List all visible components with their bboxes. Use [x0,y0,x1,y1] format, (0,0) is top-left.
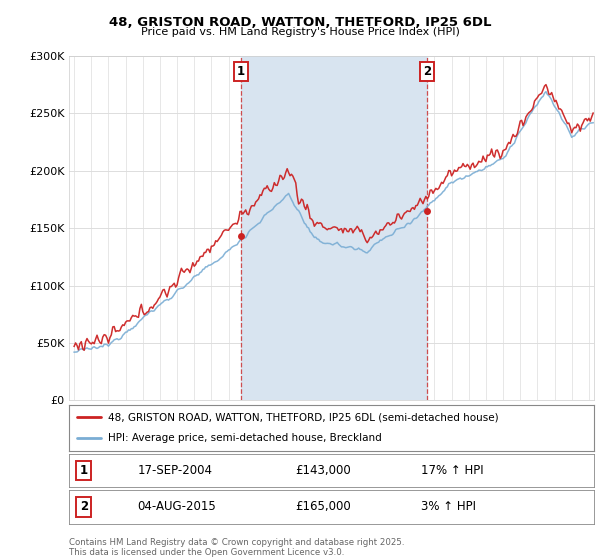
Text: 17% ↑ HPI: 17% ↑ HPI [421,464,484,477]
Text: Price paid vs. HM Land Registry's House Price Index (HPI): Price paid vs. HM Land Registry's House … [140,27,460,37]
Text: 48, GRISTON ROAD, WATTON, THETFORD, IP25 6DL (semi-detached house): 48, GRISTON ROAD, WATTON, THETFORD, IP25… [109,412,499,422]
Bar [241,56,427,400]
Text: 1: 1 [237,65,245,78]
Text: 2: 2 [424,65,431,78]
Text: 04-AUG-2015: 04-AUG-2015 [137,500,216,514]
Text: 1: 1 [80,464,88,477]
Text: £143,000: £143,000 [295,464,350,477]
Text: £165,000: £165,000 [295,500,350,514]
Text: Contains HM Land Registry data © Crown copyright and database right 2025.
This d: Contains HM Land Registry data © Crown c… [69,538,404,557]
Text: 2: 2 [80,500,88,514]
Text: 3% ↑ HPI: 3% ↑ HPI [421,500,476,514]
Text: 17-SEP-2004: 17-SEP-2004 [137,464,212,477]
Text: 48, GRISTON ROAD, WATTON, THETFORD, IP25 6DL: 48, GRISTON ROAD, WATTON, THETFORD, IP25… [109,16,491,29]
Text: HPI: Average price, semi-detached house, Breckland: HPI: Average price, semi-detached house,… [109,433,382,444]
